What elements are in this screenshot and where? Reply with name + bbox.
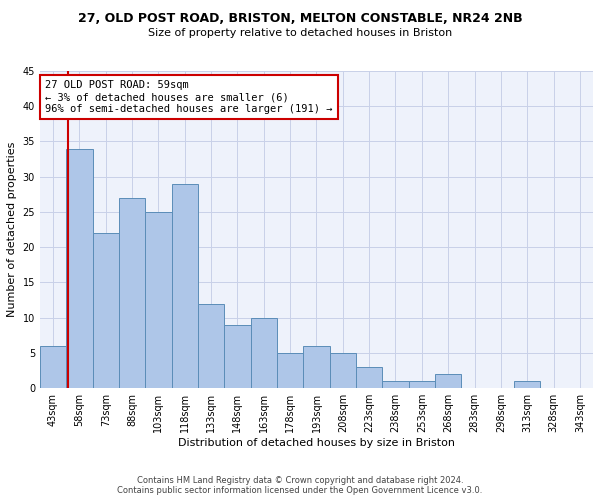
Bar [303, 346, 329, 389]
Bar [514, 381, 541, 388]
Bar [329, 353, 356, 388]
Bar [251, 318, 277, 388]
Bar [382, 381, 409, 388]
Text: 27 OLD POST ROAD: 59sqm
← 3% of detached houses are smaller (6)
96% of semi-deta: 27 OLD POST ROAD: 59sqm ← 3% of detached… [46, 80, 333, 114]
Bar [356, 367, 382, 388]
Bar [172, 184, 198, 388]
Bar [66, 148, 92, 388]
Bar [92, 233, 119, 388]
Bar [198, 304, 224, 388]
Bar [145, 212, 172, 388]
Bar [409, 381, 435, 388]
Text: Size of property relative to detached houses in Briston: Size of property relative to detached ho… [148, 28, 452, 38]
Text: 27, OLD POST ROAD, BRISTON, MELTON CONSTABLE, NR24 2NB: 27, OLD POST ROAD, BRISTON, MELTON CONST… [77, 12, 523, 26]
Bar [119, 198, 145, 388]
Text: Contains public sector information licensed under the Open Government Licence v3: Contains public sector information licen… [118, 486, 482, 495]
Bar [277, 353, 303, 388]
Bar [224, 325, 251, 388]
Bar [435, 374, 461, 388]
Text: Contains HM Land Registry data © Crown copyright and database right 2024.: Contains HM Land Registry data © Crown c… [137, 476, 463, 485]
X-axis label: Distribution of detached houses by size in Briston: Distribution of detached houses by size … [178, 438, 455, 448]
Y-axis label: Number of detached properties: Number of detached properties [7, 142, 17, 318]
Bar [40, 346, 66, 389]
